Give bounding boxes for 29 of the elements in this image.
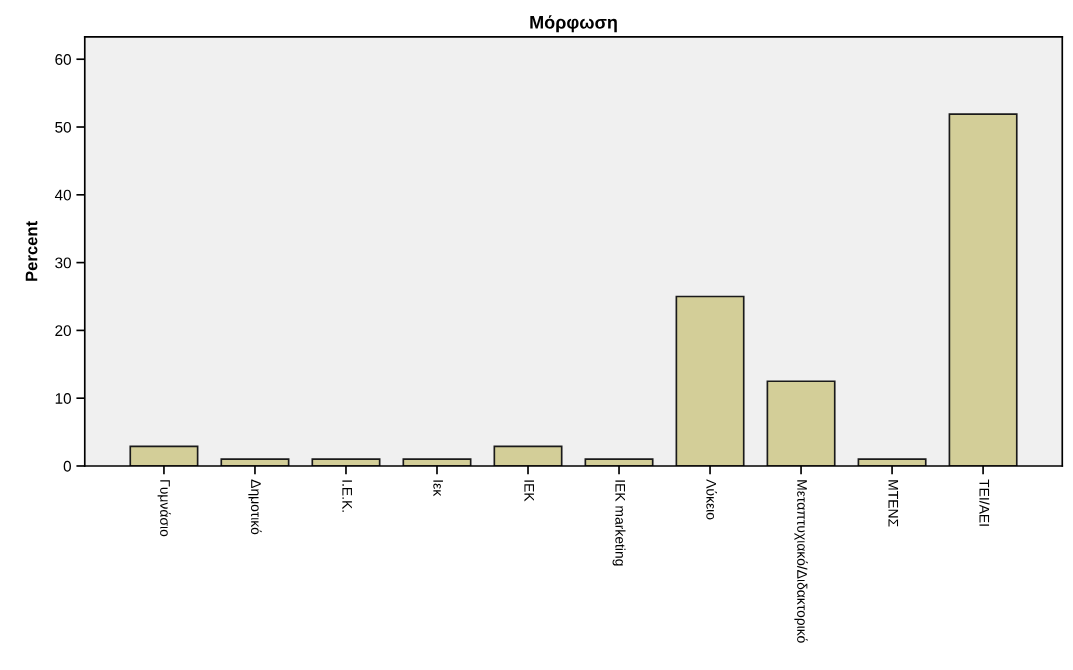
bar — [220, 458, 290, 466]
x-tick-label: Λύκειο — [706, 479, 717, 520]
x-tick-label: Μεταπτυχιακό/Διδακτορικό — [794, 480, 808, 643]
bar — [857, 458, 927, 466]
y-tick-label: 60 — [55, 54, 71, 65]
x-tick-label: Ιεκ — [433, 480, 443, 497]
x-tick-label: ΤΕΙ/ΑΕΙ — [979, 479, 990, 526]
x-tick-label: ΙΕΚ — [524, 480, 534, 502]
bar — [311, 458, 381, 466]
y-tick-label: 50 — [55, 121, 71, 133]
y-tick-label: 10 — [55, 393, 71, 404]
bar — [948, 113, 1018, 466]
bar — [129, 445, 199, 466]
x-tick-label: Δημοτικό — [248, 479, 262, 535]
x-tick-label: Γυμνάσιο — [157, 480, 171, 537]
x-tick-label: ΜΤΕΝΣ — [888, 480, 899, 527]
x-tick-label: Ι.Ε.Κ. — [342, 480, 352, 512]
chart-title: Μόρφωση — [530, 15, 617, 33]
y-tick-label: 20 — [55, 325, 71, 337]
y-tick-label: 40 — [54, 189, 71, 201]
bar — [584, 458, 654, 466]
bar — [766, 380, 836, 466]
y-tick-label: 30 — [55, 257, 71, 269]
bar — [402, 458, 472, 466]
y-tick-label: 0 — [63, 460, 71, 472]
y-axis-title: Percent — [25, 221, 38, 281]
bar — [493, 445, 563, 466]
bar — [675, 295, 745, 466]
x-tick-label: ΙΕΚ marketing — [612, 480, 626, 566]
